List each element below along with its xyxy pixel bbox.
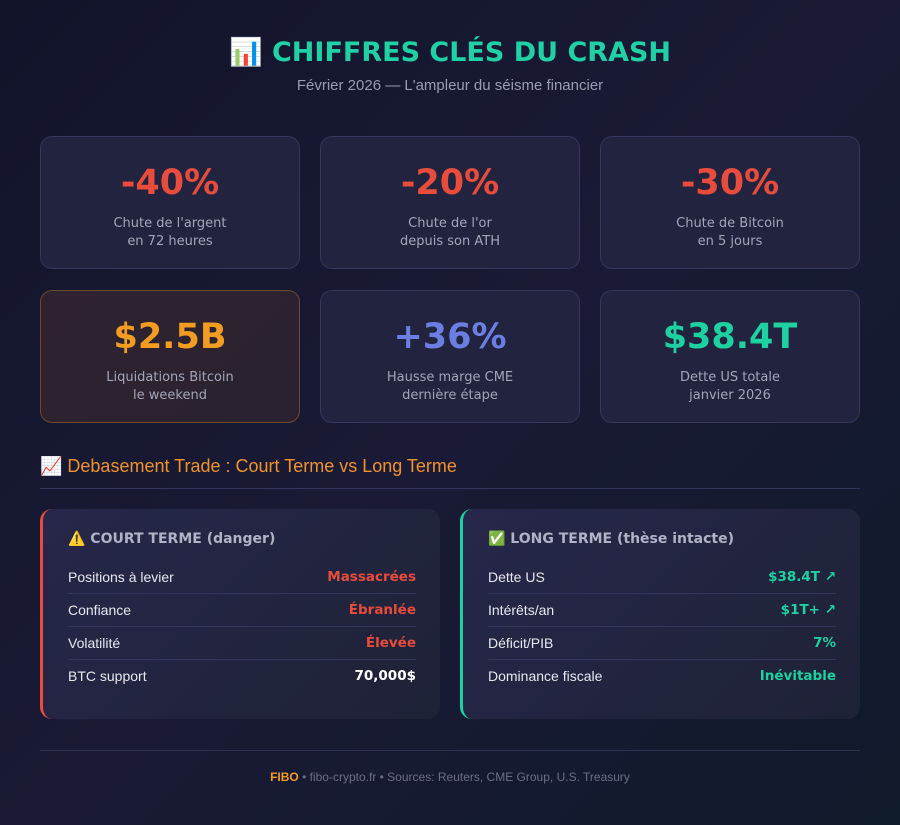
row-label: Dette US bbox=[488, 569, 545, 585]
brand: FIBO bbox=[270, 770, 299, 784]
row-value: 70,000$ bbox=[354, 668, 417, 684]
stat-value: +36% bbox=[393, 317, 507, 357]
footer-text: • fibo-crypto.fr • Sources: Reuters, CME… bbox=[298, 770, 630, 784]
stat-cards: -40% Chute de l'argent en 72 heures -20% Chu… bbox=[40, 136, 860, 423]
row-value: 7% bbox=[813, 635, 836, 651]
panel-row: Déficit/PIB 7% bbox=[488, 627, 836, 660]
subtitle: Février 2026 — L'ampleur du séisme finan… bbox=[296, 77, 604, 94]
stat-label-line: dernière étape bbox=[402, 388, 498, 403]
stat-card: $2.5B Liquidations Bitcoin le weekend bbox=[40, 290, 300, 423]
stat-label-line: Liquidations Bitcoin bbox=[106, 370, 234, 385]
stat-label: Chute de l'argent en 72 heures bbox=[41, 215, 299, 251]
stat-value: $2.5B bbox=[113, 317, 227, 357]
stat-label-line: en 5 jours bbox=[697, 234, 763, 249]
row-label: Intérêts/an bbox=[488, 602, 555, 618]
panel-row: BTC support 70,000$ bbox=[68, 660, 416, 692]
stat-card: -40% Chute de l'argent en 72 heures bbox=[40, 136, 300, 269]
stat-label: Dette US totale janvier 2026 bbox=[601, 369, 859, 405]
panel: ⚠️ COURT TERME (danger) Positions à levie… bbox=[40, 509, 440, 719]
stat-label-line: Hausse marge CME bbox=[386, 370, 514, 385]
stat-label: Chute de Bitcoin en 5 jours bbox=[601, 215, 859, 251]
row-label: Confiance bbox=[68, 602, 132, 618]
panel-row: Intérêts/an $1T+ ↗ bbox=[488, 594, 836, 627]
panel-row: Dominance fiscale Inévitable bbox=[488, 660, 836, 692]
stat-card: +36% Hausse marge CME dernière étape bbox=[320, 290, 580, 423]
stat-card: $38.4T Dette US totale janvier 2026 bbox=[600, 290, 860, 423]
panel-row: Confiance Ébranlée bbox=[68, 594, 416, 627]
panel-row: Dette US $38.4T ↗ bbox=[488, 561, 836, 594]
stat-label-line: Chute de l'or bbox=[408, 216, 492, 231]
row-value: Massacrées bbox=[327, 569, 416, 585]
row-value: $38.4T ↗ bbox=[768, 569, 836, 585]
stat-value: $38.4T bbox=[662, 317, 798, 357]
row-label: Volatilité bbox=[68, 635, 121, 651]
row-value: Inévitable bbox=[759, 668, 836, 684]
stat-label-line: janvier 2026 bbox=[689, 388, 771, 403]
stat-value: -20% bbox=[400, 163, 500, 203]
panel-row: Volatilité Élevée bbox=[68, 627, 416, 660]
row-label: Dominance fiscale bbox=[488, 668, 603, 684]
stat-label-line: en 72 heures bbox=[127, 234, 213, 249]
title: 📊 CHIFFRES CLÉS DU CRASH bbox=[228, 37, 672, 68]
row-label: Déficit/PIB bbox=[488, 635, 554, 651]
stat-label-line: Chute de l'argent bbox=[113, 216, 227, 231]
stat-label-line: depuis son ATH bbox=[400, 234, 500, 249]
footer: FIBO • fibo-crypto.fr • Sources: Reuters… bbox=[40, 750, 860, 784]
panel-title: ⚠️ COURT TERME (danger) bbox=[68, 531, 276, 547]
panel-title: ✅ LONG TERME (thèse intacte) bbox=[488, 531, 735, 547]
stat-card: -30% Chute de Bitcoin en 5 jours bbox=[600, 136, 860, 269]
row-value: Ébranlée bbox=[348, 602, 416, 618]
row-value: $1T+ ↗ bbox=[780, 602, 836, 618]
stat-card: -20% Chute de l'or depuis son ATH bbox=[320, 136, 580, 269]
row-label: BTC support bbox=[68, 668, 147, 684]
row-value: Élevée bbox=[365, 635, 416, 651]
stat-label: Liquidations Bitcoin le weekend bbox=[41, 369, 299, 405]
panel-row: Positions à levier Massacrées bbox=[68, 561, 416, 594]
stat-label: Hausse marge CME dernière étape bbox=[321, 369, 579, 405]
section-title: 📈 Debasement Trade : Court Terme vs Long… bbox=[40, 456, 860, 489]
stat-value: -30% bbox=[680, 163, 780, 203]
row-label: Positions à levier bbox=[68, 569, 174, 585]
panel: ✅ LONG TERME (thèse intacte) Dette US $38.… bbox=[460, 509, 860, 719]
stat-label-line: le weekend bbox=[133, 388, 207, 403]
stat-value: -40% bbox=[120, 163, 220, 203]
stat-label-line: Chute de Bitcoin bbox=[676, 216, 784, 231]
stat-label-line: Dette US totale bbox=[680, 370, 780, 385]
stat-label: Chute de l'or depuis son ATH bbox=[321, 215, 579, 251]
